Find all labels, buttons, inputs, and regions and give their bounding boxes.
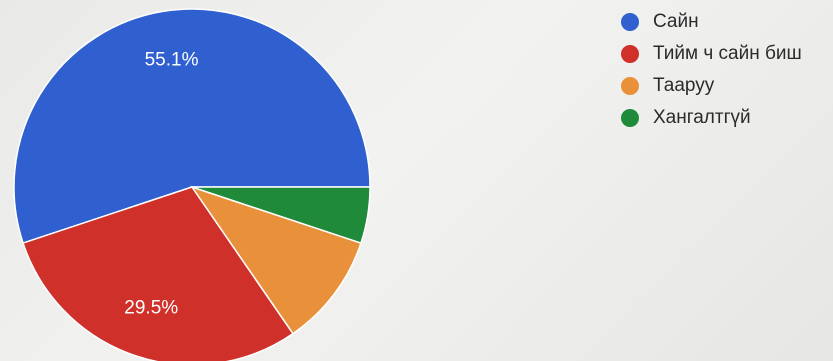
legend-item-tiim-ch-sain-bish[interactable]: Тийм ч сайн биш [621,38,802,70]
pie-slice-3[interactable] [191,186,371,245]
legend-item-hangaltgui[interactable]: Хангалтгүй [621,102,802,134]
pie-slice-0[interactable] [13,8,371,245]
legend-label: Тийм ч сайн биш [653,43,802,64]
legend-label: Хангалтгүй [653,107,751,128]
legend-label: Тааруу [653,75,715,96]
legend-swatch-taaruu [621,77,639,95]
pie-slice-1[interactable] [22,186,295,361]
legend-swatch-tiim-ch-sain-bish [621,45,639,63]
legend-swatch-hangaltgui [621,109,639,127]
slice-label-0: 55.1% [145,49,199,70]
pie-slice-2[interactable] [190,185,362,335]
legend-item-taaruu[interactable]: Тааруу [621,70,802,102]
legend-item-sain[interactable]: Сайн [621,6,802,38]
slice-label-1: 29.5% [124,298,178,319]
legend-label: Сайн [653,11,699,32]
legend: Сайн Тийм ч сайн биш Тааруу Хангалтгүй [621,6,802,134]
legend-swatch-sain [621,13,639,31]
